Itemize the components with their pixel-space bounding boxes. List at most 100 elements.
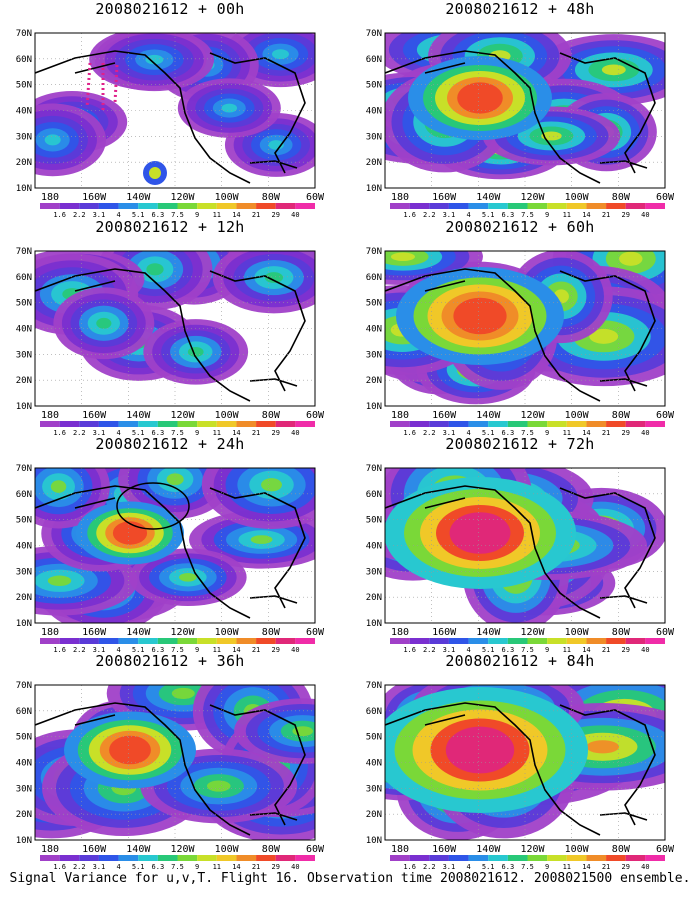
colorbar-swatch: [527, 203, 548, 209]
colorbar-label: 2.2: [73, 863, 86, 870]
lon-tick-label: 140W: [126, 844, 151, 855]
panel-title: 2008021612 + 00h: [95, 0, 245, 18]
colorbar-swatch: [295, 203, 315, 209]
colorbar-swatch: [157, 421, 178, 427]
lon-tick-label: 120W: [170, 192, 195, 203]
colorbar-swatch: [527, 855, 548, 861]
colorbar-label: 21: [602, 863, 610, 870]
lat-tick-label: 10N: [16, 619, 32, 629]
lat-tick-label: 40N: [366, 542, 382, 552]
lat-tick-label: 10N: [366, 402, 382, 412]
colorbar-label: 1.6: [403, 211, 416, 218]
colorbar-swatch: [468, 855, 489, 861]
colorbar-swatch: [157, 638, 178, 644]
lon-tick-label: 120W: [520, 627, 545, 638]
lat-tick-label: 70N: [366, 29, 382, 39]
lon-tick-label: 60W: [656, 410, 675, 421]
colorbar-label: 5.1: [482, 429, 495, 436]
lat-tick-label: 40N: [366, 107, 382, 117]
variance-field: [385, 33, 665, 188]
colorbar-label: 6.3: [152, 646, 165, 653]
map-panel-p24: 2008021612 + 24h 70N 60N 50N 40N 30N 20N 10N 180…: [0, 435, 340, 655]
coastline: [385, 268, 656, 402]
colorbar-swatch: [409, 638, 430, 644]
lon-tick-label: 160W: [432, 844, 457, 855]
lat-tick-label: 20N: [16, 810, 32, 820]
colorbar-swatch: [586, 203, 607, 209]
colorbar-label: 7.5: [521, 211, 534, 218]
colorbar-swatch: [59, 638, 80, 644]
colorbar-label: 9: [545, 863, 549, 870]
colorbar-swatch: [409, 421, 430, 427]
colorbar-swatch: [606, 855, 626, 861]
lat-tick-label: 30N: [16, 784, 32, 794]
colorbar-label: 1.6: [403, 429, 416, 436]
colorbar-label: 21: [602, 429, 610, 436]
colorbar-label: 9: [195, 429, 199, 436]
colorbar-label: 5.1: [132, 429, 145, 436]
variance-map: 70N 60N 50N 40N 30N 20N 10N 180 160W 140W 120W 100W…: [366, 247, 675, 436]
colorbar-swatch: [197, 421, 217, 427]
lon-tick-label: 180: [41, 410, 59, 421]
lon-tick-label: 140W: [476, 844, 501, 855]
colorbar-label: 7.5: [521, 646, 534, 653]
colorbar-label: 9: [545, 646, 549, 653]
colorbar-swatch: [98, 203, 119, 209]
lat-tick-label: 20N: [16, 158, 32, 168]
colorbar-swatch: [236, 638, 257, 644]
lon-tick-label: 180: [41, 192, 59, 203]
colorbar-label: 11: [563, 429, 571, 436]
lat-tick-label: 30N: [366, 567, 382, 577]
colorbar-swatch: [645, 638, 665, 644]
colorbar-swatch: [79, 421, 99, 427]
colorbar-label: 7.5: [171, 863, 184, 870]
lat-tick-label: 50N: [16, 81, 32, 91]
colorbar-label: 14: [582, 211, 590, 218]
lat-tick-label: 10N: [366, 619, 382, 629]
lat-tick-label: 30N: [16, 567, 32, 577]
lon-tick-label: 180: [41, 627, 59, 638]
lon-tick-label: 60W: [306, 410, 325, 421]
colorbar-label: 3.1: [93, 646, 106, 653]
colorbar-label: 11: [563, 211, 571, 218]
colorbar-label: 14: [582, 429, 590, 436]
colorbar-swatch: [59, 855, 80, 861]
colorbar-label: 3.1: [443, 211, 456, 218]
colorbar-swatch: [488, 855, 508, 861]
colorbar-swatch: [216, 421, 237, 427]
colorbar-swatch: [586, 638, 607, 644]
colorbar-label: 3.1: [443, 646, 456, 653]
map-panel-p84: 2008021612 + 84h 70N 60N 50N 40N 30N 20N 10N 180…: [350, 652, 690, 872]
lon-tick-label: 140W: [476, 627, 501, 638]
lon-tick-label: 160W: [432, 627, 457, 638]
colorbar-swatch: [390, 421, 410, 427]
colorbar-label: 1.6: [403, 646, 416, 653]
colorbar-label: 29: [621, 646, 629, 653]
lon-tick-label: 100W: [215, 410, 240, 421]
lat-tick-label: 20N: [16, 593, 32, 603]
colorbar-swatch: [488, 638, 508, 644]
colorbar-swatch: [275, 855, 296, 861]
colorbar-swatch: [507, 421, 528, 427]
colorbar-label: 11: [213, 429, 221, 436]
colorbar-swatch: [98, 855, 119, 861]
variance-field: [35, 251, 315, 406]
lat-tick-label: 40N: [16, 107, 32, 117]
lat-tick-label: 60N: [366, 273, 382, 283]
lat-tick-label: 20N: [366, 593, 382, 603]
lon-tick-label: 80W: [262, 410, 281, 421]
colorbar-label: 2.2: [423, 646, 436, 653]
colorbar-label: 3.1: [443, 863, 456, 870]
lon-tick-label: 140W: [476, 192, 501, 203]
colorbar-swatch: [138, 203, 158, 209]
lon-tick-label: 100W: [565, 192, 590, 203]
colorbar-swatch: [295, 421, 315, 427]
lon-tick-label: 140W: [126, 410, 151, 421]
lat-tick-label: 30N: [366, 784, 382, 794]
colorbar-label: 7.5: [171, 646, 184, 653]
colorbar-swatch: [547, 638, 567, 644]
colorbar-swatch: [59, 421, 80, 427]
colorbar-swatch: [488, 203, 508, 209]
lat-tick-label: 20N: [366, 158, 382, 168]
colorbar-swatch: [216, 855, 237, 861]
